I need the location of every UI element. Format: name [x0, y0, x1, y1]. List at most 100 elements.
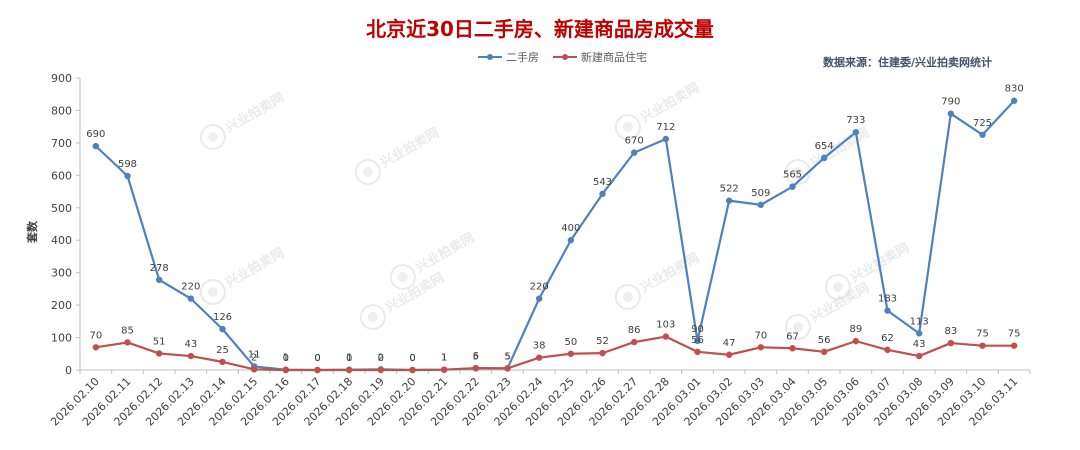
data-label: 6 [473, 351, 479, 362]
data-label: 70 [89, 330, 102, 341]
watermark-logo [389, 264, 416, 290]
data-point [694, 337, 701, 344]
data-point [820, 348, 828, 356]
data-label: 0 [283, 353, 289, 364]
data-label: 62 [881, 333, 894, 344]
watermark-logo-core [792, 167, 803, 177]
data-label: 113 [910, 316, 929, 327]
data-label: 11 [248, 349, 261, 360]
watermark-logo [354, 159, 381, 185]
watermark-logo-core [832, 282, 843, 292]
legend-marker [562, 54, 568, 60]
data-point [852, 128, 860, 136]
watermark-logo [614, 114, 641, 140]
data-label: 509 [751, 188, 770, 199]
data-point [440, 366, 448, 373]
data-point [979, 131, 986, 138]
data-point [694, 348, 701, 356]
data-label: 790 [941, 97, 960, 108]
data-label: 0 [314, 353, 320, 364]
data-label: 25 [216, 345, 229, 356]
data-label: 0 [346, 353, 352, 364]
data-point [155, 276, 163, 284]
watermark-stamp: 兴业拍卖网 [199, 245, 287, 305]
data-label: 1 [346, 353, 352, 364]
data-label: 75 [976, 329, 989, 340]
y-tick-label: 100 [51, 332, 72, 345]
data-label: 83 [944, 326, 957, 337]
legend-label: 新建商品住宅 [581, 50, 647, 64]
data-point [820, 154, 828, 162]
data-label: 67 [786, 331, 799, 342]
data-label: 86 [628, 325, 641, 336]
data-label: 598 [118, 159, 137, 170]
data-label: 126 [213, 312, 232, 323]
data-label: 89 [849, 324, 862, 335]
watermark-logo [614, 284, 641, 310]
data-point [725, 197, 733, 204]
data-point [314, 366, 321, 374]
y-axis-label: 套数 [25, 220, 39, 243]
watermark-logo [784, 159, 811, 185]
data-point [662, 135, 670, 143]
data-point [187, 295, 195, 302]
legend: 二手房 新建商品住宅 [478, 50, 647, 64]
data-label: 0 [378, 353, 384, 364]
series-layer [92, 97, 1018, 374]
watermark-logo [199, 124, 226, 150]
y-tick-label: 0 [65, 364, 72, 377]
data-point [92, 142, 100, 150]
data-point [852, 337, 860, 345]
y-tick-label: 600 [51, 169, 72, 182]
data-label: 5 [504, 351, 510, 362]
watermark-logo-core [207, 132, 218, 142]
data-label: 183 [878, 294, 897, 305]
data-point [219, 325, 226, 333]
data-point [725, 351, 733, 358]
data-label: 56 [691, 335, 704, 346]
data-label: 1 [283, 353, 289, 364]
data-point [599, 349, 606, 357]
data-label: 1 [441, 353, 447, 364]
data-label: 712 [656, 122, 675, 133]
data-label: 75 [1008, 329, 1021, 340]
data-label: 43 [913, 339, 926, 350]
data-point [124, 339, 131, 346]
data-point [504, 365, 511, 372]
data-label: 830 [1005, 84, 1024, 95]
data-point [884, 307, 891, 314]
data-label: 5 [473, 351, 479, 362]
watermark-logo [824, 274, 851, 300]
data-label: 0 [409, 353, 415, 364]
series-line [95, 99, 1015, 372]
y-tick-label: 800 [51, 104, 72, 117]
data-point [1010, 342, 1018, 349]
data-point [915, 330, 923, 337]
data-point [219, 358, 226, 366]
watermark-logo [359, 304, 386, 330]
data-point [409, 366, 416, 374]
data-label: 220 [181, 282, 200, 293]
data-point [630, 149, 638, 156]
y-tick-label: 300 [51, 267, 72, 280]
watermark-logo [784, 314, 811, 340]
data-point [757, 201, 765, 209]
data-label: 690 [86, 129, 105, 140]
data-label: 103 [656, 320, 675, 331]
data-label: 220 [530, 282, 549, 293]
data-point [282, 366, 290, 374]
watermark-stamp: 兴业拍卖网 [614, 250, 702, 310]
chart-title: 北京近30日二手房、新建商品房成交量 [366, 17, 714, 41]
data-label: 5 [504, 351, 510, 362]
data-label: 725 [973, 118, 992, 129]
watermark-logo-core [207, 287, 218, 297]
watermark-stamp: 兴业拍卖网 [199, 90, 287, 150]
data-label: 90 [691, 324, 704, 335]
watermark-logo-core [792, 322, 803, 332]
data-label: 670 [625, 136, 644, 147]
data-point [567, 237, 575, 244]
data-label: 56 [818, 335, 831, 346]
data-point [915, 352, 923, 360]
